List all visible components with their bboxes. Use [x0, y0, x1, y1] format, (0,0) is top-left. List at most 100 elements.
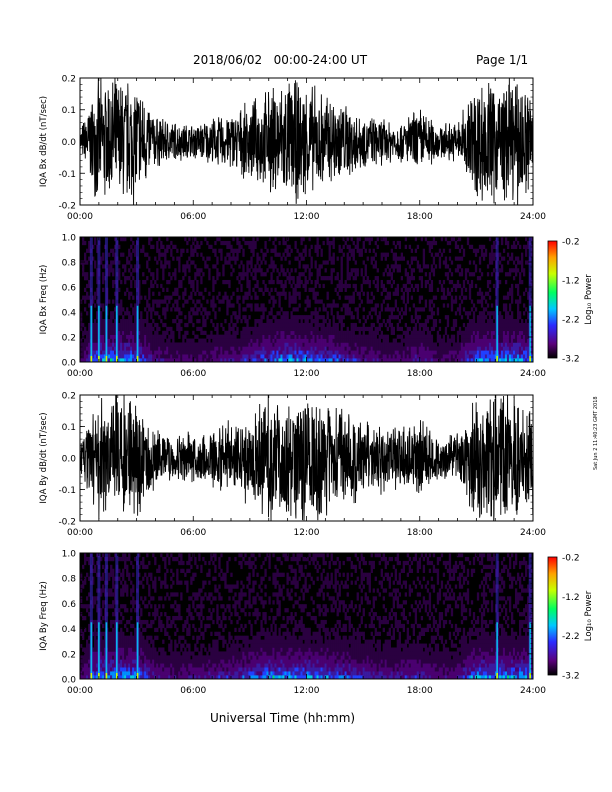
spectrogram-cell	[290, 322, 293, 328]
spectrogram-cell	[206, 342, 209, 347]
spectrogram-cell	[218, 354, 221, 359]
y-tick-label: -0.2	[58, 518, 76, 528]
spectrogram-cell	[522, 326, 526, 332]
spectrogram-cell	[506, 295, 510, 300]
spectrogram-cell	[354, 338, 357, 343]
spectrogram-cell	[138, 675, 141, 679]
spectrogram-cell	[306, 342, 309, 347]
spectrogram-cell	[304, 322, 307, 328]
spectrogram-cell	[282, 342, 285, 347]
spectrogram-cell	[186, 322, 189, 328]
spectrogram-cell	[160, 319, 163, 324]
spectrogram-cell	[158, 350, 161, 355]
spectrogram-cell	[138, 346, 141, 351]
spectrogram-cell	[146, 354, 149, 359]
spectrogram-cell	[124, 326, 127, 332]
spectrogram-cell	[142, 354, 145, 359]
spectrogram-cell	[120, 604, 123, 609]
spectrogram-cell	[102, 643, 105, 648]
spectrogram-cell	[452, 346, 456, 351]
spectrogram-cell	[526, 346, 530, 351]
spectrogram-cell	[236, 240, 239, 246]
spectrogram-cell	[468, 326, 472, 332]
spectrogram-cell	[206, 311, 209, 316]
spectrogram-cell	[346, 358, 349, 362]
spectrogram-cell	[490, 244, 494, 250]
spectrogram-cell	[228, 350, 231, 355]
spectrogram-cell	[200, 346, 203, 351]
spectrogram-cell	[358, 330, 361, 335]
spectrogram-cell	[114, 350, 117, 355]
spectrogram-cell	[468, 322, 472, 328]
spectrogram-cell	[118, 276, 121, 281]
spectrogram-cell	[110, 572, 113, 577]
spectrogram-cell	[388, 319, 391, 324]
spectrogram-cell	[286, 338, 289, 343]
spectrogram-cell	[278, 338, 281, 343]
spectrogram-cell	[474, 354, 478, 359]
spectrogram-cell	[96, 354, 99, 359]
spectrogram-cell	[531, 326, 533, 332]
spectrogram-cell	[524, 252, 528, 257]
spectrogram-cell	[350, 272, 353, 277]
spectrogram-cell	[124, 671, 127, 676]
spectrogram-cell	[300, 279, 303, 285]
spectrogram-cell	[188, 315, 191, 320]
spectrogram-cell	[88, 612, 91, 617]
spectrogram-cell	[346, 346, 349, 351]
spectrogram-cell	[102, 303, 105, 308]
spectrogram-cell	[204, 346, 207, 351]
spectrogram-cell	[114, 608, 117, 613]
spectrogram-cell	[424, 342, 428, 347]
spectrogram-cell	[424, 299, 428, 304]
spectrogram-cell	[288, 346, 291, 351]
spectrogram-cell	[202, 354, 205, 359]
spectrogram-cell	[210, 354, 213, 359]
spectrogram-cell	[304, 346, 307, 351]
spectrogram-cell	[152, 342, 155, 347]
spectrogram-cell	[466, 330, 470, 335]
spectrogram-cell	[378, 346, 381, 351]
spectrogram-cell	[390, 322, 393, 328]
spectrogram-cell	[330, 346, 333, 351]
spectrogram-cell	[414, 237, 418, 242]
spectrogram-cell	[470, 338, 474, 343]
spectrogram-cell	[244, 346, 247, 351]
spectrogram-cell	[190, 346, 193, 351]
spectrogram-cell	[130, 580, 133, 585]
spectrogram-cell	[416, 319, 420, 324]
spectrogram-cell	[282, 315, 285, 320]
spectrogram-cell	[524, 338, 528, 343]
spectrogram-cell	[480, 338, 484, 343]
spectrogram-cell	[122, 631, 125, 636]
spectrogram-cell	[174, 276, 177, 281]
spectrogram-cell	[114, 584, 117, 589]
spectrogram-cell	[256, 338, 259, 343]
spectrogram-cell	[424, 354, 428, 359]
spectrogram-cell	[392, 252, 395, 257]
spectrogram-cell	[508, 330, 512, 335]
spectrogram-cell	[82, 260, 85, 265]
spectrogram-cell	[182, 338, 185, 343]
spectrogram-cell	[416, 244, 420, 250]
spectrogram-cell	[524, 326, 528, 332]
spectrogram-cell	[210, 350, 213, 355]
spectrogram-cell	[204, 350, 207, 355]
spectrogram-cell	[406, 338, 410, 343]
spectrogram-cell	[348, 350, 351, 355]
spectrogram-cell	[128, 675, 131, 679]
spectrogram-cell	[518, 358, 522, 362]
spectrogram-cell	[110, 564, 113, 570]
spectrogram-cell	[120, 659, 123, 664]
spectrogram-cell	[284, 342, 287, 347]
spectrogram-cell	[190, 291, 193, 296]
spectrogram-cell	[124, 655, 127, 660]
spectrogram-cell	[432, 260, 436, 265]
spectrogram-cell	[218, 338, 221, 343]
spectrogram-cell	[304, 276, 307, 281]
spectrogram-cell	[220, 252, 223, 257]
spectrogram-cell	[348, 299, 351, 304]
spectrogram-cell	[384, 354, 387, 359]
spectrogram-cell	[148, 671, 151, 676]
spectrogram-cell	[112, 342, 115, 347]
